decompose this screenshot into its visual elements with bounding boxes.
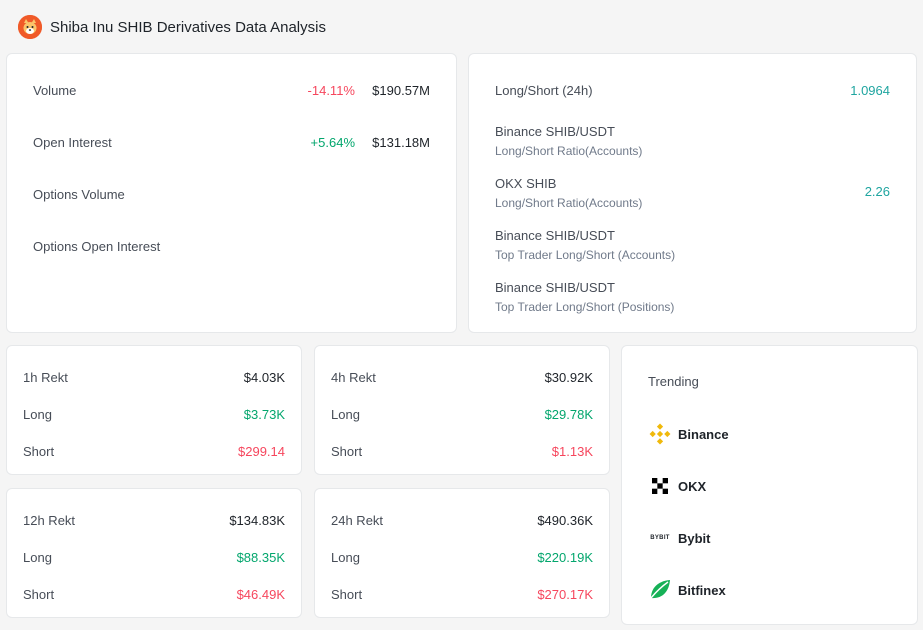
overview-card: Volume -14.11% $190.57M Open Interest +5… [6,53,457,333]
rekt-long-row: Long $29.78K [315,403,609,425]
long-short-24h-row[interactable]: Long/Short (24h) 1.0964 [469,78,916,102]
ratio-item-title: Binance SHIB/USDT [495,228,615,243]
long-short-card: Long/Short (24h) 1.0964 Binance SHIB/USD… [468,53,917,333]
rekt-card-12h: 12h Rekt $134.83K Long $88.35K Short $46… [6,488,302,618]
rekt-short-label: Short [331,443,363,459]
rekt-total-label: 12h Rekt [23,512,76,528]
rekt-long-value: $3.73K [243,406,285,422]
ratio-item-subtitle: Top Trader Long/Short (Accounts) [495,248,676,262]
rekt-long-row: Long $88.35K [7,546,301,568]
ratio-item-title: Binance SHIB/USDT [495,124,615,139]
open-interest-label: Open Interest [33,134,112,150]
trending-exchange-bybit[interactable]: BYBIT Bybit [648,526,711,550]
trending-exchange-bitfinex[interactable]: Bitfinex [648,578,726,602]
options-volume-row[interactable]: Options Volume [7,182,456,206]
rekt-long-row: Long $3.73K [7,403,301,425]
volume-amount: $190.57M [372,82,430,98]
ratio-item-subtitle: Long/Short Ratio(Accounts) [495,196,643,210]
rekt-long-value: $29.78K [544,406,593,422]
shiba-inu-logo-icon [18,15,42,39]
rekt-total-label: 4h Rekt [331,369,376,385]
volume-row[interactable]: Volume -14.11% $190.57M [7,78,456,102]
ratio-item-title: OKX SHIB [495,176,557,191]
rekt-card-4h: 4h Rekt $30.92K Long $29.78K Short $1.13… [314,345,610,475]
binance-logo-icon [648,422,672,446]
ratio-item-binance-top-positions[interactable]: Binance SHIB/USDT Top Trader Long/Short … [495,280,890,314]
rekt-long-label: Long [23,406,52,422]
rekt-short-row: Short $270.17K [315,583,609,605]
page-title: Shiba Inu SHIB Derivatives Data Analysis [50,18,326,36]
rekt-short-value: $46.49K [236,586,285,602]
okx-logo-icon [648,474,672,498]
options-open-interest-label: Options Open Interest [33,238,161,254]
rekt-short-label: Short [23,443,55,459]
trending-card: Trending Binance [621,345,918,625]
open-interest-change: +5.64% [310,134,355,150]
ratio-item-okx-accounts[interactable]: OKX SHIB Long/Short Ratio(Accounts) 2.26 [495,176,890,210]
rekt-total-label: 1h Rekt [23,369,68,385]
exchange-name: Binance [678,426,729,442]
options-volume-label: Options Volume [33,186,125,202]
open-interest-row[interactable]: Open Interest +5.64% $131.18M [7,130,456,154]
rekt-total-row: 4h Rekt $30.92K [315,366,609,388]
trending-exchange-binance[interactable]: Binance [648,422,729,446]
rekt-short-value: $299.14 [238,443,285,459]
bitfinex-logo-icon [648,578,672,602]
volume-change: -14.11% [307,82,355,98]
rekt-total-row: 1h Rekt $4.03K [7,366,301,388]
ratio-item-subtitle: Long/Short Ratio(Accounts) [495,144,643,158]
rekt-total-label: 24h Rekt [331,512,384,528]
trending-title: Trending [648,374,699,389]
ratio-item-binance-top-accounts[interactable]: Binance SHIB/USDT Top Trader Long/Short … [495,228,890,262]
rekt-short-label: Short [331,586,363,602]
rekt-short-label: Short [23,586,55,602]
rekt-short-row: Short $46.49K [7,583,301,605]
exchange-name: Bybit [678,530,711,546]
rekt-short-row: Short $299.14 [7,440,301,462]
rekt-long-label: Long [23,549,52,565]
ratio-item-title: Binance SHIB/USDT [495,280,615,295]
ratio-item-value: 2.26 [864,184,890,199]
rekt-long-label: Long [331,549,360,565]
exchange-name: Bitfinex [678,582,726,598]
rekt-short-value: $1.13K [551,443,593,459]
options-open-interest-row[interactable]: Options Open Interest [7,234,456,258]
open-interest-amount: $131.18M [372,134,430,150]
rekt-total-value: $134.83K [229,512,285,528]
volume-label: Volume [33,82,77,98]
long-short-24h-value: 1.0964 [850,82,890,98]
rekt-card-24h: 24h Rekt $490.36K Long $220.19K Short $2… [314,488,610,618]
rekt-long-value: $88.35K [236,549,285,565]
rekt-short-value: $270.17K [537,586,593,602]
page-header: Shiba Inu SHIB Derivatives Data Analysis [18,14,326,40]
rekt-long-label: Long [331,406,360,422]
ratio-item-binance-accounts[interactable]: Binance SHIB/USDT Long/Short Ratio(Accou… [495,124,890,158]
rekt-long-value: $220.19K [537,549,593,565]
bybit-logo-icon: BYBIT [650,535,670,541]
rekt-total-row: 12h Rekt $134.83K [7,509,301,531]
rekt-total-value: $4.03K [243,369,285,385]
rekt-long-row: Long $220.19K [315,546,609,568]
ratio-item-subtitle: Top Trader Long/Short (Positions) [495,300,675,314]
trending-exchange-okx[interactable]: OKX [648,474,706,498]
exchange-name: OKX [678,478,707,494]
rekt-card-1h: 1h Rekt $4.03K Long $3.73K Short $299.14 [6,345,302,475]
long-short-24h-label: Long/Short (24h) [495,82,593,98]
rekt-short-row: Short $1.13K [315,440,609,462]
rekt-total-row: 24h Rekt $490.36K [315,509,609,531]
rekt-total-value: $490.36K [537,512,593,528]
rekt-total-value: $30.92K [544,369,593,385]
